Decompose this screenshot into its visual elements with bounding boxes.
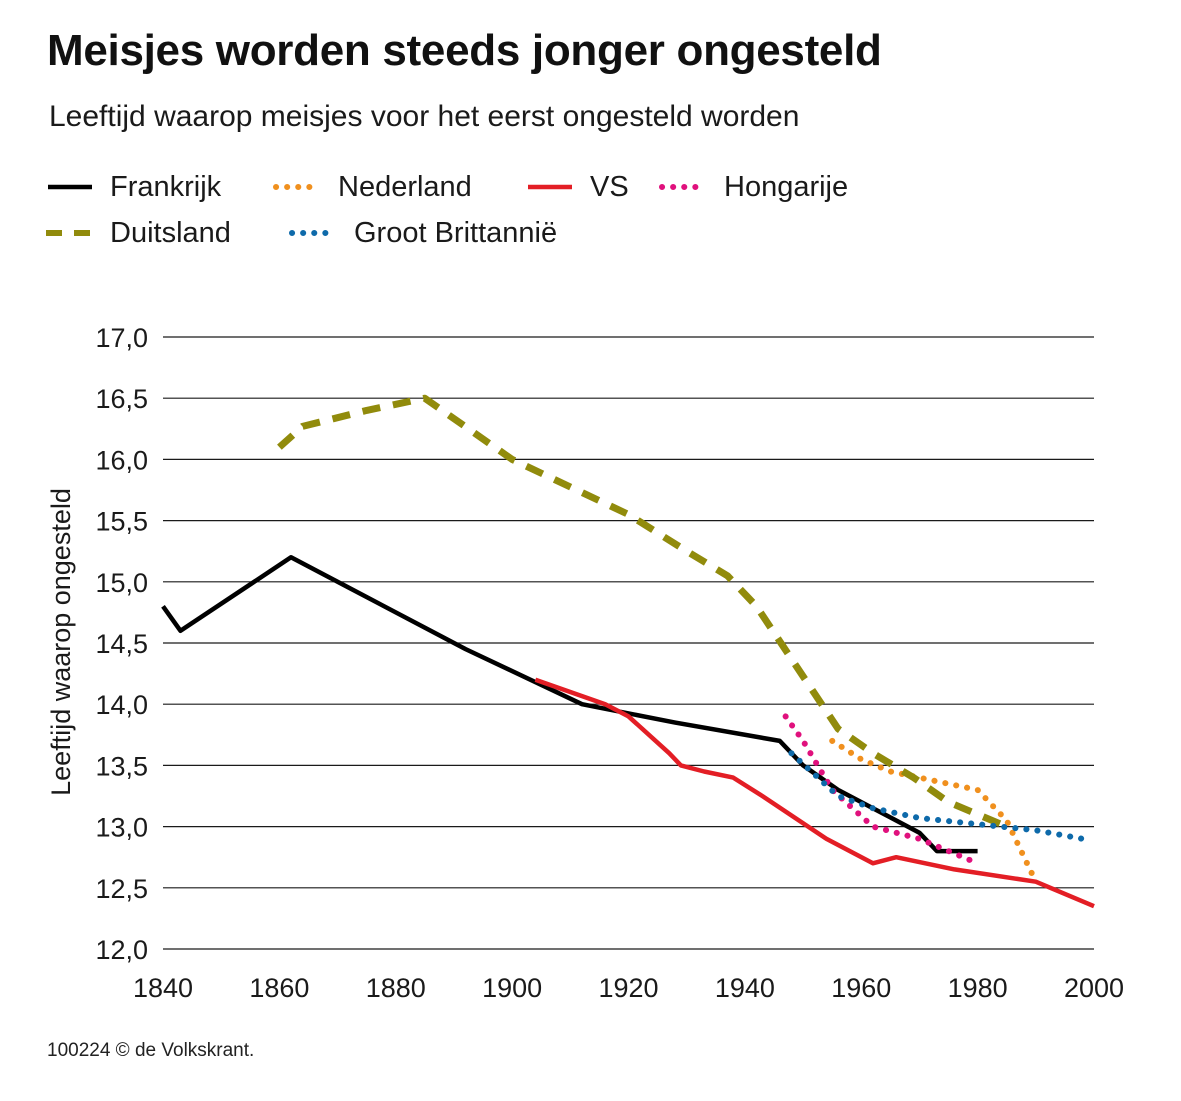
series-line-groot_brittannie (788, 750, 1086, 842)
y-tick-label: 17,0 (95, 323, 148, 353)
legend-label-hongarije: Hongarije (724, 170, 849, 203)
x-tick-label: 1860 (249, 973, 309, 1003)
gridlines (163, 336, 1094, 950)
legend-swatch-frankrijk (48, 184, 92, 190)
y-tick-label: 13,0 (95, 813, 148, 843)
legend-item-nederland: Nederland (272, 165, 472, 209)
series-lines (161, 394, 1095, 909)
x-tick-label: 2000 (1064, 973, 1124, 1003)
y-tick-label: 16,0 (95, 445, 148, 475)
y-tick-label: 16,5 (95, 384, 148, 414)
legend-item-duitsland: Duitsland (44, 211, 231, 255)
y-tick-label: 15,0 (95, 568, 148, 598)
series-line-nederland (829, 737, 1039, 885)
series-line-vs (534, 677, 1095, 909)
legend-label-vs: VS (590, 170, 629, 203)
legend-swatch-hongarije (659, 184, 709, 190)
legend-item-vs: VS (524, 165, 629, 209)
y-tick-label: 12,5 (95, 874, 148, 904)
series-line-duitsland (277, 394, 1009, 830)
x-tick-label: 1880 (366, 973, 426, 1003)
x-tick-label: 1980 (948, 973, 1008, 1003)
legend-label-frankrijk: Frankrijk (110, 170, 222, 203)
x-tick-label: 1920 (598, 973, 658, 1003)
series-line-hongarije (782, 713, 981, 867)
legend-swatch-groot-brittannie (289, 230, 339, 236)
chart-title: Meisjes worden steeds jonger ongesteld (47, 26, 882, 75)
legend: Frankrijk Nederland VS Hongarije Duitsla… (44, 165, 1044, 265)
y-axis-ticks: 12,0 12,5 13,0 13,5 14,0 14,5 15,0 15,5 16,0 16,5… (95, 323, 148, 965)
legend-item-hongarije: Hongarije (658, 165, 848, 209)
x-tick-label: 1940 (715, 973, 775, 1003)
y-tick-label: 14,5 (95, 629, 148, 659)
legend-swatch-nederland (273, 184, 323, 190)
chart-subtitle: Leeftijd waarop meisjes voor het eerst o… (49, 100, 800, 133)
y-tick-label: 15,5 (95, 507, 148, 537)
x-tick-label: 1960 (831, 973, 891, 1003)
y-tick-label: 12,0 (95, 935, 148, 965)
y-tick-label: 14,0 (95, 690, 148, 720)
credit: 100224 © de Volkskrant. (47, 1040, 255, 1061)
series-line-frankrijk (161, 555, 978, 854)
y-axis-title: Leeftijd waarop ongesteld (46, 488, 76, 796)
x-axis-ticks: 1840 1860 1880 1900 1920 1940 1960 1980 2000 (133, 973, 1124, 1003)
y-tick-label: 13,5 (95, 751, 148, 781)
legend-swatch-duitsland (46, 230, 94, 236)
legend-item-frankrijk: Frankrijk (44, 165, 221, 209)
legend-item-groot-brittannie: Groot Brittannië (288, 211, 557, 255)
x-tick-label: 1900 (482, 973, 542, 1003)
legend-label-duitsland: Duitsland (110, 216, 231, 249)
legend-label-groot-brittannie: Groot Brittannië (354, 216, 558, 249)
x-tick-label: 1840 (133, 973, 193, 1003)
legend-swatch-vs (528, 184, 572, 190)
legend-label-nederland: Nederland (338, 170, 472, 203)
